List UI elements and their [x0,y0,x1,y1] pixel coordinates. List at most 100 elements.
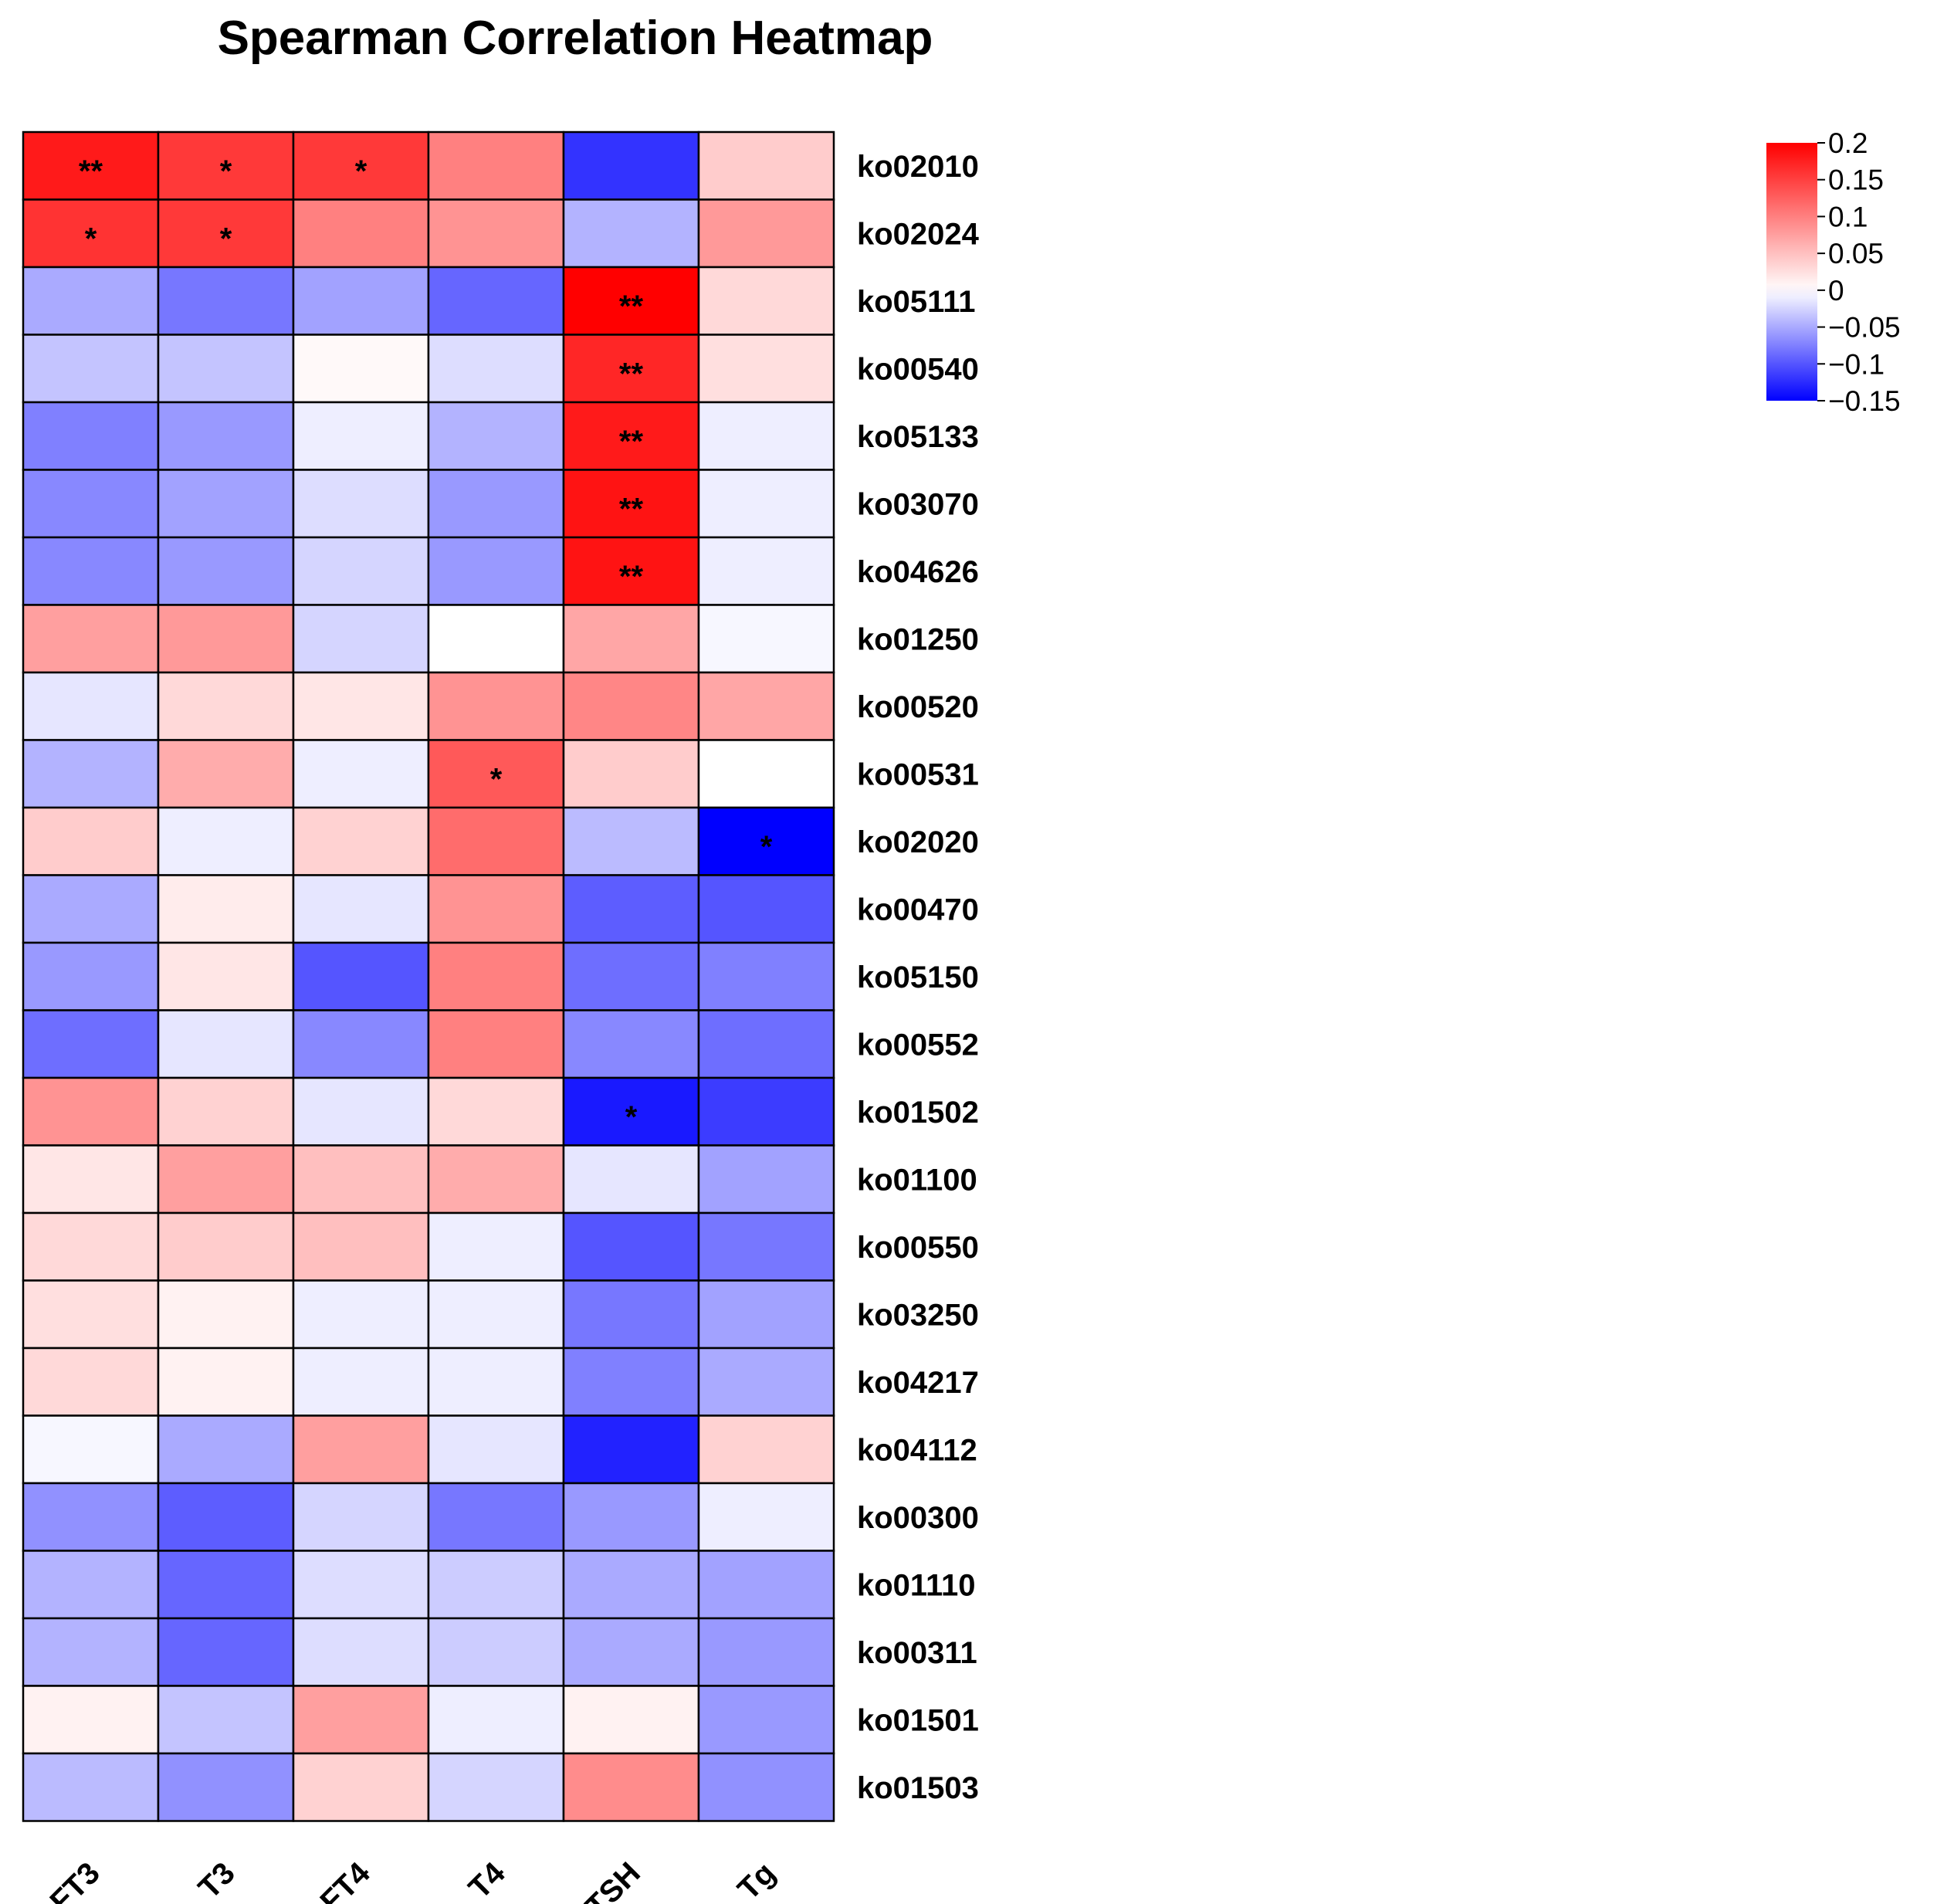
heatmap-cell [157,874,295,944]
heatmap-cell [562,1211,700,1282]
row-label: ko02020 [857,825,979,859]
row-label: ko05150 [857,960,979,994]
colorbar-legend: 0.2 0.15 0.1 0.05 0 −0.05 −0.1 −0.15 [1766,127,1901,417]
heatmap-cell [157,604,295,674]
heatmap-cell [22,1076,160,1147]
heatmap-cell [427,1414,565,1485]
significance-mark: * [355,154,367,188]
heatmap-cell [562,401,700,471]
heatmap-cell [22,671,160,741]
heatmap-cell [22,1482,160,1552]
row-labels: ko02010 ko02024 ko05111 ko00540 ko05133 ko030… [857,150,980,1805]
heatmap-cell [22,941,160,1011]
heatmap-cell [427,1482,565,1552]
heatmap-cell [157,671,295,741]
heatmap-cell [157,806,295,876]
heatmap-cell [22,266,160,336]
heatmap-cell [427,1076,565,1147]
significance-mark: ** [619,357,644,391]
heatmap-cell [562,1685,700,1755]
heatmap-cell [22,1347,160,1417]
chart-title: Spearman Correlation Heatmap [218,12,933,65]
heatmap-cell [427,130,565,201]
significance-mark: ** [619,290,644,324]
heatmap-cell [292,1009,430,1079]
significance-mark: ** [619,425,644,459]
heatmap-cell [22,1144,160,1215]
heatmap-cell [292,1617,430,1687]
heatmap-cell [697,1009,835,1079]
heatmap-cell [292,334,430,404]
heatmap-cell [157,1685,295,1755]
heatmap-cell [427,1685,565,1755]
row-label: ko04626 [857,555,979,589]
heatmap-cell [697,604,835,674]
heatmap-cell [697,536,835,606]
row-label: ko00300 [857,1501,979,1535]
heatmap-cell [427,1144,565,1215]
heatmap-cell [562,1347,700,1417]
heatmap-cell [292,198,430,269]
row-label: ko01502 [857,1096,979,1130]
heatmap-cell [697,1144,835,1215]
heatmap-cell [562,604,700,674]
heatmap-cell [292,739,430,809]
heatmap-cell [157,1009,295,1079]
heatmap-cell [562,874,700,944]
heatmap-cell [697,1685,835,1755]
colorbar-tick-label: 0.2 [1828,127,1868,159]
heatmap-cell [157,1617,295,1687]
heatmap-cell [697,198,835,269]
heatmap-cell [22,401,160,471]
row-label: ko01503 [857,1771,979,1805]
heatmap-cell [157,1414,295,1485]
heatmap-cell [562,1144,700,1215]
column-labels: FT3 T3 FT4 T4 TSH Tg [43,1855,781,1904]
heatmap-cell [292,401,430,471]
heatmap-cell [697,334,835,404]
heatmap-cell [562,739,700,809]
heatmap-cell [22,874,160,944]
heatmap-cell [427,469,565,539]
colorbar-tick-label: 0 [1828,275,1844,307]
heatmap-cell [292,806,430,876]
heatmap-cell [157,1482,295,1552]
heatmap-cell [427,604,565,674]
heatmap-cell [562,1550,700,1620]
heatmap-cell [22,1279,160,1350]
heatmap-cell [562,1482,700,1552]
row-label: ko05111 [857,285,976,319]
heatmap-cell [292,130,430,201]
row-label: ko02010 [857,150,979,184]
significance-marks: ** * ** ************** [79,154,773,1134]
heatmap-cell [562,1009,700,1079]
heatmap-cell [427,266,565,336]
heatmap-cell [157,1144,295,1215]
heatmap-cell [157,469,295,539]
heatmap-cell [427,874,565,944]
heatmap-cell [157,1550,295,1620]
heatmap-cell [292,1279,430,1350]
heatmap-cell [292,1076,430,1147]
column-label: T4 [462,1855,513,1904]
heatmap-cell [292,604,430,674]
heatmap-cell [157,739,295,809]
heatmap-cell [292,1144,430,1215]
heatmap-cell [292,469,430,539]
heatmap-cell [427,806,565,876]
row-label: ko05133 [857,420,979,454]
heatmap-cell [157,1076,295,1147]
significance-mark: * [760,830,773,864]
heatmap-cell [22,1752,160,1822]
row-label: ko00531 [857,757,979,791]
heatmap-cell [292,671,430,741]
heatmap-cell [697,739,835,809]
heatmap-cell [22,604,160,674]
heatmap-cell [292,1211,430,1282]
row-label: ko00552 [857,1028,979,1062]
heatmap-cell [562,536,700,606]
heatmap-cell [292,874,430,944]
significance-mark: ** [619,492,644,526]
heatmap-cell [292,1482,430,1552]
heatmap-cell [697,266,835,336]
